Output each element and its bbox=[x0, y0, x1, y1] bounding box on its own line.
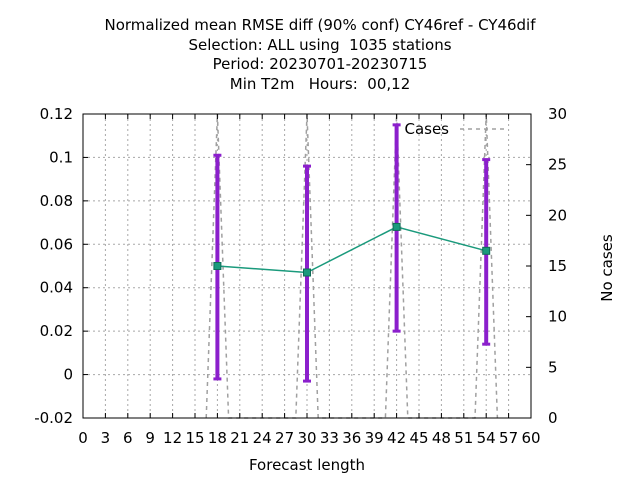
x-tick-label: 54 bbox=[477, 429, 496, 447]
legend: Cases bbox=[404, 120, 505, 138]
x-tick-label: 39 bbox=[365, 429, 384, 447]
x-tick-label: 42 bbox=[387, 429, 406, 447]
y-tick-label: 0.06 bbox=[40, 235, 73, 253]
y-tick-label: 0 bbox=[63, 366, 73, 384]
chart-title: Normalized mean RMSE diff (90% conf) CY4… bbox=[104, 16, 536, 34]
y2-tick-label: 25 bbox=[548, 156, 567, 174]
y2-tick-label: 5 bbox=[548, 358, 558, 376]
chart-marks bbox=[213, 123, 491, 383]
x-tick-label: 33 bbox=[320, 429, 339, 447]
x-tick-label: 12 bbox=[163, 429, 182, 447]
chart-title-block: Normalized mean RMSE diff (90% conf) CY4… bbox=[0, 16, 640, 94]
x-tick-label: 51 bbox=[454, 429, 473, 447]
x-tick-label: 18 bbox=[208, 429, 227, 447]
y-tick-label: -0.02 bbox=[34, 409, 73, 427]
y-tick-label: 0.04 bbox=[40, 279, 73, 297]
x-tick-label: 3 bbox=[101, 429, 111, 447]
chart-subtitle-parameter: Min T2m Hours: 00,12 bbox=[229, 74, 411, 93]
y2-tick-label: 0 bbox=[548, 409, 558, 427]
data-point bbox=[213, 262, 222, 270]
x-tick-label: 15 bbox=[185, 429, 204, 447]
x-tick-label: 60 bbox=[521, 429, 540, 447]
chart-subtitle-period: Period: 20230701-20230715 bbox=[212, 55, 428, 73]
y2-tick-label: 15 bbox=[548, 257, 567, 275]
y-tick-label: 0.1 bbox=[49, 148, 73, 166]
x-tick-label: 0 bbox=[78, 429, 88, 447]
series-lines bbox=[205, 113, 499, 419]
rmse-diff-series-line bbox=[217, 226, 487, 274]
axis-ticks: 0 3 6 9 12 15 18 21 24 27 30 33 36 39 42 45 48 51 54 57 60-0… bbox=[34, 105, 567, 447]
x-tick-label: 45 bbox=[409, 429, 428, 447]
data-point bbox=[303, 268, 311, 277]
y2-tick-label: 20 bbox=[548, 206, 567, 224]
x-tick-label: 30 bbox=[297, 429, 316, 447]
data-point bbox=[482, 246, 491, 255]
y-tick-label: 0.08 bbox=[40, 192, 73, 210]
y-tick-label: 0.12 bbox=[40, 105, 73, 123]
y2-tick-label: 10 bbox=[548, 308, 567, 326]
x-tick-label: 27 bbox=[275, 429, 294, 447]
x-tick-label: 9 bbox=[145, 429, 155, 447]
x-tick-label: 6 bbox=[123, 429, 133, 447]
data-point bbox=[392, 222, 401, 231]
x-tick-label: 57 bbox=[499, 429, 518, 447]
x-tick-label: 48 bbox=[432, 429, 451, 447]
chart-subtitle-selection: Selection: ALL using 1035 stations bbox=[188, 35, 452, 54]
legend-label-cases: Cases bbox=[404, 120, 449, 138]
x-tick-label: 21 bbox=[230, 429, 249, 447]
x-tick-label: 36 bbox=[342, 429, 361, 447]
y-tick-label: 0.02 bbox=[40, 322, 73, 340]
x-tick-label: 24 bbox=[253, 429, 272, 447]
y2-axis-label: No cases bbox=[598, 234, 616, 302]
x-axis-label: Forecast length bbox=[249, 456, 365, 474]
y2-tick-label: 30 bbox=[548, 105, 567, 123]
